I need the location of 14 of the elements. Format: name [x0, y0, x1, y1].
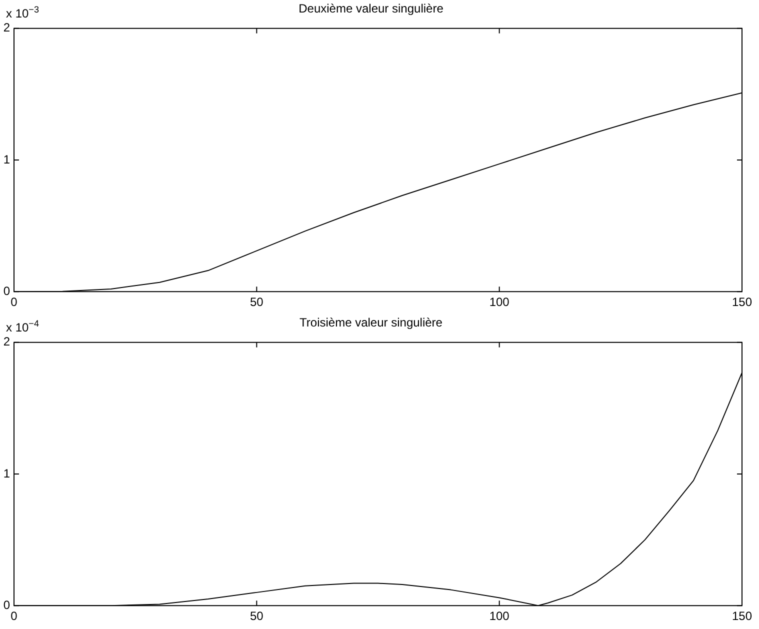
- y-tick-label: 0: [3, 284, 10, 298]
- x-tick-label: 50: [250, 609, 264, 624]
- chart-title: Deuxième valeur singulière: [298, 2, 444, 16]
- x-tick-label: 100: [489, 609, 510, 624]
- x-tick-label: 50: [250, 295, 264, 310]
- y-tick-label: 2: [3, 20, 10, 35]
- x-tick-label: 150: [732, 609, 752, 624]
- y-tick-label: 2: [3, 334, 10, 349]
- y-tick-label: 0: [3, 598, 10, 612]
- x-tick-label: 100: [489, 295, 510, 310]
- chart-title: Troisième valeur singulière: [300, 316, 443, 330]
- y-tick-label: 1: [3, 152, 10, 166]
- y-tick-label: 1: [3, 466, 10, 480]
- x-tick-label: 150: [732, 295, 752, 310]
